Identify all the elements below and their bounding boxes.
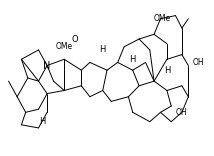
Text: H: H [129, 55, 136, 64]
Text: H: H [100, 45, 106, 54]
Text: OH: OH [193, 58, 204, 67]
Text: H: H [40, 117, 46, 126]
Text: OMe: OMe [56, 42, 73, 51]
Text: N: N [43, 61, 51, 71]
Text: O: O [72, 34, 78, 44]
Text: OMe: OMe [154, 14, 171, 23]
Text: H: H [164, 66, 170, 75]
Text: OH: OH [175, 108, 187, 117]
